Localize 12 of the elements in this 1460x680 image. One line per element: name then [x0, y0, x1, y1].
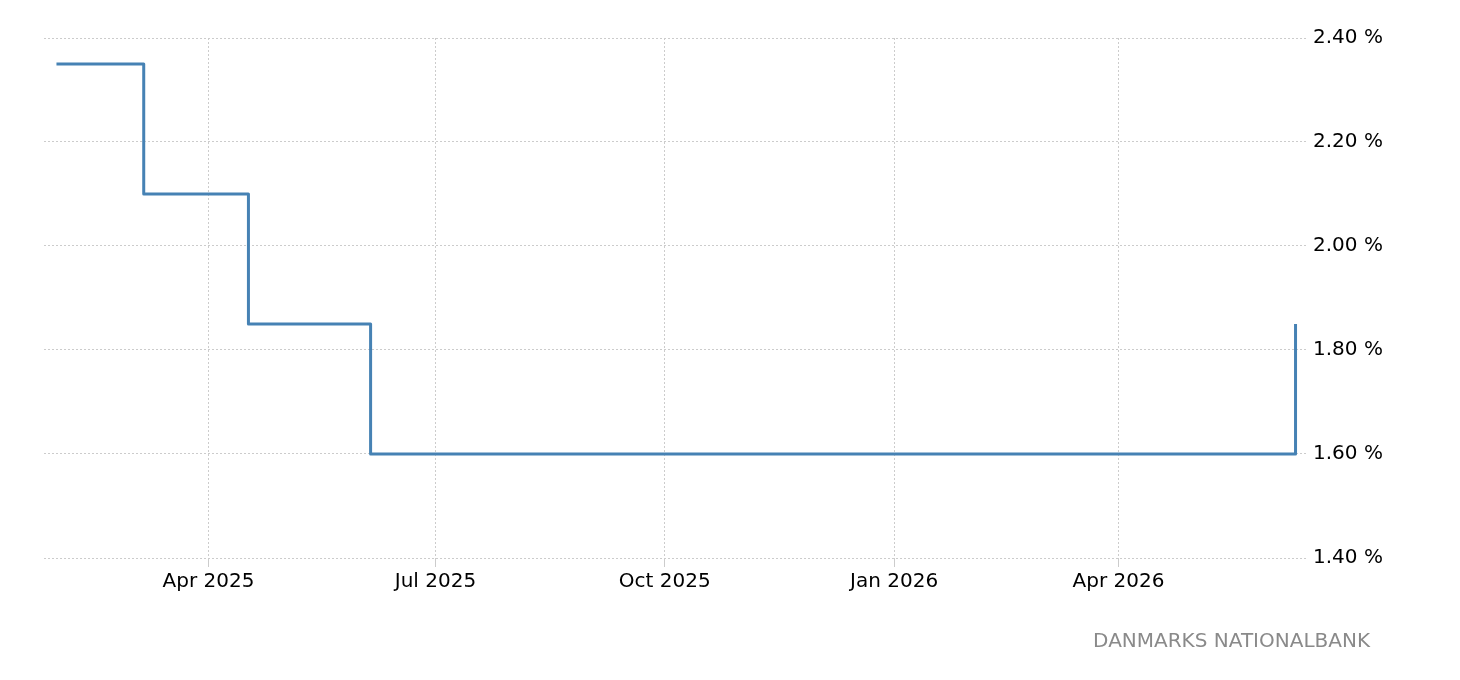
- y-tick-label: 2.20 %: [1313, 128, 1383, 153]
- x-tick-label: Jul 2025: [392, 568, 477, 593]
- text: DANMARKS NATIONALBANK: [1093, 628, 1371, 653]
- x-tick-label: Apr 2025: [162, 568, 255, 593]
- y-tick-label: 2.00 %: [1313, 232, 1383, 257]
- y-tick-label: 1.80 %: [1313, 336, 1383, 361]
- x-tick-label: Apr 2026: [1072, 568, 1165, 593]
- x-tick-label: Jan 2026: [848, 568, 939, 593]
- y-tick-label: 1.60 %: [1313, 440, 1383, 465]
- y-tick-label: 2.40 %: [1313, 24, 1383, 49]
- y-tick-label: 1.40 %: [1313, 544, 1383, 569]
- x-tick-label: Oct 2025: [618, 568, 711, 593]
